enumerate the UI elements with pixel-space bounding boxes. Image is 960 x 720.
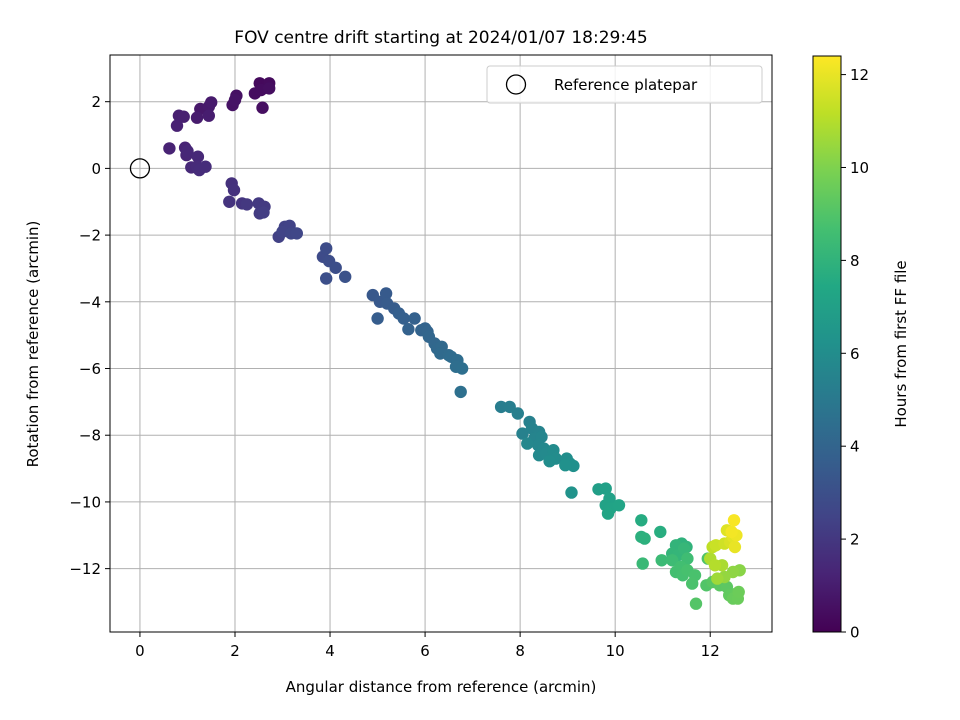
data-point (666, 554, 679, 567)
data-point (329, 261, 342, 274)
data-point (227, 183, 241, 197)
data-point (565, 486, 578, 499)
legend-reference-marker (505, 74, 527, 95)
chart-title: FOV centre drift starting at 2024/01/07 … (234, 28, 647, 48)
data-point (728, 540, 742, 554)
data-point (559, 459, 572, 472)
data-point (199, 160, 212, 173)
data-point (708, 559, 722, 572)
y-tick-label: −12 (69, 560, 101, 578)
data-point (379, 287, 393, 300)
plot-frame (109, 54, 773, 633)
data-point (371, 312, 384, 325)
colorbar-tick-label: 6 (850, 345, 860, 363)
data-point (601, 507, 615, 520)
data-point (455, 362, 469, 375)
x-tick-label: 10 (606, 642, 625, 660)
y-axis-ticks: 2 0 −2 −4 −6 −8 −10 −12 (69, 93, 110, 578)
x-tick-label: 8 (515, 642, 525, 660)
colorbar-ticks: 0 2 4 6 8 10 12 (841, 66, 869, 642)
data-point (612, 499, 626, 512)
data-point (636, 557, 649, 570)
data-point (599, 482, 612, 495)
colorbar-tick-label: 12 (850, 66, 869, 84)
data-point (727, 514, 741, 527)
legend-box (486, 65, 763, 104)
data-point (397, 312, 410, 325)
data-point (686, 577, 699, 590)
data-point (190, 111, 204, 124)
x-tick-label: 2 (230, 642, 240, 660)
data-point (494, 400, 508, 414)
data-point (725, 525, 738, 539)
data-point (677, 542, 691, 555)
data-point (205, 96, 218, 109)
data-point (181, 144, 194, 158)
scatter-points (163, 77, 746, 610)
y-tick-label: −4 (79, 293, 101, 311)
data-point (320, 272, 333, 285)
x-axis-label: Angular distance from reference (arcmin) (286, 678, 597, 696)
x-tick-label: 4 (325, 642, 335, 660)
y-tick-label: −6 (79, 360, 101, 378)
data-point (263, 82, 276, 95)
reference-platepar-marker (129, 158, 151, 179)
data-point (402, 323, 415, 336)
data-point (240, 198, 254, 211)
y-tick-label: −8 (79, 427, 101, 445)
data-point (454, 385, 467, 399)
data-point (516, 427, 529, 440)
data-point (170, 119, 184, 132)
reference-marker-layer (129, 158, 151, 179)
data-point (228, 93, 242, 107)
data-point (339, 270, 352, 283)
data-point (654, 525, 667, 539)
data-point (177, 110, 190, 123)
x-axis-ticks: 0 2 4 6 8 10 12 (135, 632, 720, 660)
y-tick-label: 2 (91, 93, 101, 111)
colorbar-tick-label: 10 (850, 159, 869, 177)
data-point (223, 195, 236, 208)
data-point (320, 242, 333, 255)
colorbar-label: Hours from first FF file (892, 260, 910, 427)
data-point (163, 142, 176, 155)
y-tick-label: −2 (79, 227, 101, 245)
grid-lines (110, 55, 772, 632)
y-tick-label: −10 (69, 493, 101, 511)
x-tick-label: 12 (701, 642, 720, 660)
data-point (408, 312, 421, 325)
data-point (257, 206, 270, 219)
data-point (543, 455, 556, 468)
colorbar-tick-label: 0 (850, 624, 860, 642)
data-point (256, 101, 269, 114)
colorbar (812, 55, 842, 633)
colorbar-tick-label: 4 (850, 438, 860, 456)
data-point (191, 150, 205, 163)
legend: Reference platepar (486, 65, 763, 104)
data-point (521, 437, 534, 450)
x-tick-label: 6 (420, 642, 430, 660)
data-point (202, 109, 215, 122)
data-point (635, 514, 648, 527)
colorbar-tick-label: 2 (850, 531, 860, 549)
data-point (689, 597, 703, 610)
y-tick-label: 0 (91, 160, 101, 178)
data-point (732, 585, 745, 599)
data-point (511, 407, 524, 420)
data-point (681, 552, 694, 565)
data-point (290, 227, 303, 240)
data-point (711, 572, 724, 585)
colorbar-tick-label: 8 (850, 252, 860, 270)
data-point (655, 554, 668, 567)
x-tick-label: 0 (135, 642, 145, 660)
y-axis-label: Rotation from reference (arcmin) (24, 221, 42, 468)
legend-entry-label: Reference platepar (554, 76, 698, 94)
data-point (638, 532, 651, 545)
